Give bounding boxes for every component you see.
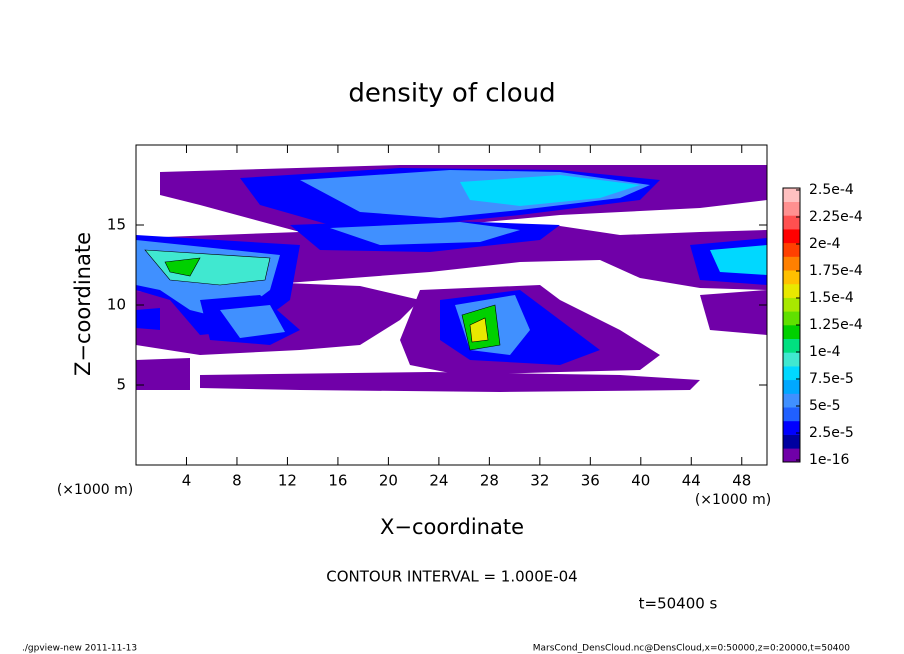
y-tick-label: 15 <box>107 216 126 234</box>
x-tick-label: 32 <box>530 472 549 490</box>
colorbar-tick-label: 1.5e-4 <box>809 290 854 306</box>
colorbar-swatch <box>783 448 800 463</box>
colorbar-swatch <box>783 256 800 271</box>
chart-title: density of cloud <box>348 79 555 109</box>
colorbar-swatch <box>783 393 800 408</box>
colorbar-swatch <box>783 338 800 353</box>
cloud-region <box>164 257 201 277</box>
y-tick-label: 5 <box>116 376 126 394</box>
colorbar-swatch <box>783 379 800 394</box>
x-unit-label: (×1000 m) <box>695 492 771 508</box>
footer-left: ./gpview-new 2011-11-13 <box>22 644 137 654</box>
x-tick-label: 12 <box>278 472 297 490</box>
time-label: t=50400 s <box>639 595 718 613</box>
annotation: CONTOUR INTERVAL = 1.000E-04 <box>326 568 577 586</box>
colorbar-swatch <box>783 352 800 367</box>
x-tick-label: 24 <box>429 472 448 490</box>
colorbar-tick-label: 1.75e-4 <box>809 263 863 279</box>
x-tick-label: 44 <box>682 472 701 490</box>
x-tick-label: 16 <box>328 472 347 490</box>
colorbar-swatch <box>783 297 800 312</box>
footer-right: MarsCond_DensCloud.nc@DensCloud,x=0:5000… <box>533 644 850 654</box>
colorbar-swatch <box>783 325 800 339</box>
cloud-region <box>460 175 640 206</box>
cloud-region <box>136 358 190 390</box>
colorbar-tick-label: 1.25e-4 <box>809 317 863 333</box>
colorbar-swatch <box>783 420 800 435</box>
cloud-region <box>469 317 489 343</box>
colorbar-tick-label: 2.25e-4 <box>809 209 863 225</box>
colorbar-tick-label: 1e-16 <box>809 452 849 468</box>
y-unit-label: (×1000 m) <box>57 482 133 498</box>
cloud-region <box>330 222 520 245</box>
colorbar-swatch <box>783 434 800 449</box>
x-axis-label: X−coordinate <box>380 515 524 539</box>
contour-field <box>136 165 767 392</box>
colorbar-swatch <box>783 407 800 422</box>
colorbar-swatch <box>783 215 800 230</box>
colorbar-swatch <box>783 229 800 244</box>
colorbar-tick-label: 5e-5 <box>809 398 840 414</box>
x-tick-label: 48 <box>732 472 751 490</box>
cloud-region <box>710 245 767 275</box>
x-tick-label: 36 <box>581 472 600 490</box>
colorbar-swatch <box>783 311 800 326</box>
x-tick-label: 20 <box>379 472 398 490</box>
colorbar-tick-label: 2.5e-4 <box>809 182 854 198</box>
cloud-region <box>220 305 285 338</box>
x-tick-label: 8 <box>232 472 242 490</box>
colorbar-tick-label: 7.5e-5 <box>809 371 854 387</box>
colorbar-tick-label: 2.5e-5 <box>809 425 854 441</box>
colorbar-swatch <box>783 201 800 216</box>
colorbar-swatch <box>783 366 800 381</box>
colorbar-swatch <box>783 270 800 285</box>
y-tick-label: 10 <box>107 296 126 314</box>
y-axis-label: Z−coordinate <box>71 232 95 376</box>
colorbar-swatch <box>783 283 800 298</box>
colorbar-tick-label: 2e-4 <box>809 236 841 252</box>
cloud-region <box>136 308 160 330</box>
x-tick-label: 28 <box>480 472 499 490</box>
colorbar-swatch <box>783 242 800 257</box>
colorbar-tick-label: 1e-4 <box>809 344 841 360</box>
colorbar-swatch <box>783 188 800 202</box>
x-tick-label: 4 <box>182 472 192 490</box>
cloud-region <box>144 249 271 286</box>
cloud-region <box>700 290 767 335</box>
cloud-region <box>200 372 700 392</box>
x-tick-label: 40 <box>631 472 650 490</box>
